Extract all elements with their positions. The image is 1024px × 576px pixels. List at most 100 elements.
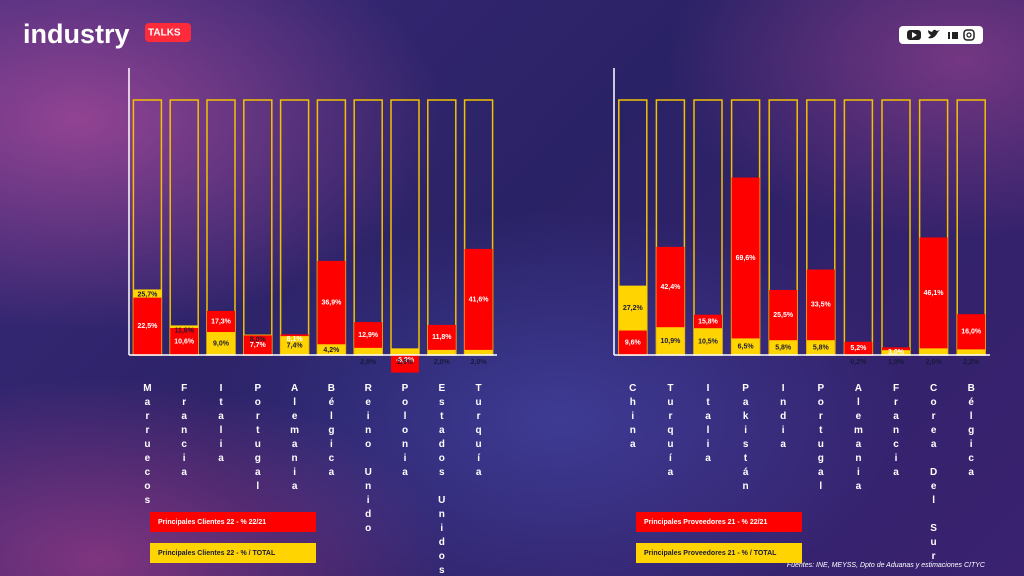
value-label: 10,5%	[698, 338, 719, 345]
legend-swatch	[150, 543, 316, 563]
bar	[806, 340, 835, 355]
value-label: 2,2%	[963, 359, 980, 366]
value-label: 46,1%	[924, 290, 945, 297]
bar	[882, 350, 910, 355]
value-label: 2,0%	[434, 359, 451, 366]
value-label: 2,6%	[926, 359, 943, 366]
bar	[170, 327, 199, 355]
value-label: 11,8%	[432, 334, 452, 341]
bar-outline	[427, 99, 457, 356]
x-tick-label: Pakistán	[740, 383, 751, 495]
value-label: 16,0%	[961, 329, 982, 336]
x-tick-label: China	[627, 383, 638, 453]
x-tick-label: Reino Unido	[363, 383, 374, 537]
bar-outline	[353, 99, 383, 356]
x-tick-label: Alemania	[289, 383, 300, 495]
bar	[957, 349, 986, 355]
x-tick-label: Bélgica	[966, 383, 977, 481]
social-icons	[899, 26, 983, 44]
value-label: 25,5%	[773, 312, 794, 319]
x-tick-label: Corea Del Sur	[928, 383, 939, 565]
x-tick-label: India	[778, 383, 789, 453]
x-tick-label: Francia	[891, 383, 902, 481]
bar	[427, 349, 456, 355]
bar-outline	[169, 99, 199, 356]
value-label: 11,6%	[174, 327, 194, 334]
value-label: 22,5%	[137, 323, 158, 330]
bar	[656, 327, 685, 355]
x-tick-label: Estados Unidos	[436, 383, 447, 576]
legend-label: Principales Proveedores 21 - % 22/21	[644, 519, 767, 526]
value-label: 33,5%	[811, 302, 832, 309]
bar	[391, 355, 419, 373]
bar	[243, 335, 272, 355]
value-label: 15,8%	[698, 318, 719, 325]
x-tick-label: Polonia	[400, 383, 411, 481]
bar	[731, 338, 760, 355]
value-label: 7,4%	[287, 342, 304, 349]
value-label: 0,2%	[850, 359, 867, 366]
bar	[919, 237, 948, 355]
bar	[464, 248, 493, 355]
value-label: 9,6%	[625, 340, 642, 347]
bar	[844, 341, 873, 355]
bar	[769, 340, 798, 355]
bar	[464, 349, 493, 355]
bar	[731, 177, 760, 355]
bar	[354, 347, 383, 355]
value-label: 10,6%	[174, 338, 195, 345]
legend-label: Principales Proveedores 21 - % / TOTAL	[644, 550, 777, 557]
source: Fuentes: INE, MEYSS, Dpto de Aduanas y e…	[787, 562, 986, 569]
bar	[957, 314, 986, 355]
value-label: 2,8%	[360, 359, 377, 366]
bar	[317, 344, 346, 355]
value-label: 27,2%	[623, 305, 644, 312]
logo: industry	[23, 19, 130, 49]
value-label: 69,6%	[736, 255, 757, 262]
x-tick-label: Portugal	[252, 383, 263, 495]
value-label: 8,1%	[287, 336, 304, 343]
value-label: -6,9%	[396, 357, 415, 364]
bar	[919, 348, 948, 355]
value-label: 17,3%	[211, 318, 232, 325]
legend-swatch	[636, 512, 802, 532]
value-label: 5,8%	[813, 344, 830, 351]
bar	[133, 297, 162, 355]
value-label: 10,9%	[660, 338, 681, 345]
bar	[317, 260, 346, 355]
value-label: 2,0%	[471, 359, 488, 366]
legend-label: Principales Clientes 22 - % 22/21	[158, 519, 266, 526]
legend-swatch	[150, 512, 316, 532]
x-tick-label: Marruecos	[142, 383, 153, 509]
x-tick-label: Turquía	[473, 383, 484, 481]
value-label: 2,6%	[397, 359, 414, 366]
x-tick-label: Bélgica	[326, 383, 337, 481]
value-label: 42,4%	[660, 284, 681, 291]
x-tick-label: Francia	[179, 383, 190, 481]
value-label: 41,6%	[469, 296, 490, 303]
x-tick-label: Alemania	[853, 383, 864, 495]
bar-outline	[279, 99, 310, 356]
logo-badge	[145, 23, 191, 42]
bar-outline	[243, 99, 273, 356]
bar	[391, 348, 419, 355]
value-label: 6,5%	[738, 344, 755, 351]
value-label: 7,7%	[250, 342, 267, 349]
bar	[694, 328, 722, 355]
value-label: 3,0%	[888, 349, 905, 356]
logo-badge-text: TALKS	[148, 28, 181, 39]
value-label: 36,9%	[321, 299, 342, 306]
bar-outline	[843, 99, 874, 356]
value-label: 12,9%	[358, 332, 379, 339]
bar	[207, 332, 235, 355]
bar-outline	[881, 99, 911, 356]
bar-outline	[390, 99, 420, 356]
value-label: 1,9%	[888, 359, 905, 366]
value-label: 4,2%	[323, 347, 340, 354]
value-label: 5,2%	[850, 345, 867, 352]
legend-swatch	[636, 543, 802, 563]
value-label: 25,7%	[137, 291, 158, 298]
bar	[280, 336, 309, 355]
